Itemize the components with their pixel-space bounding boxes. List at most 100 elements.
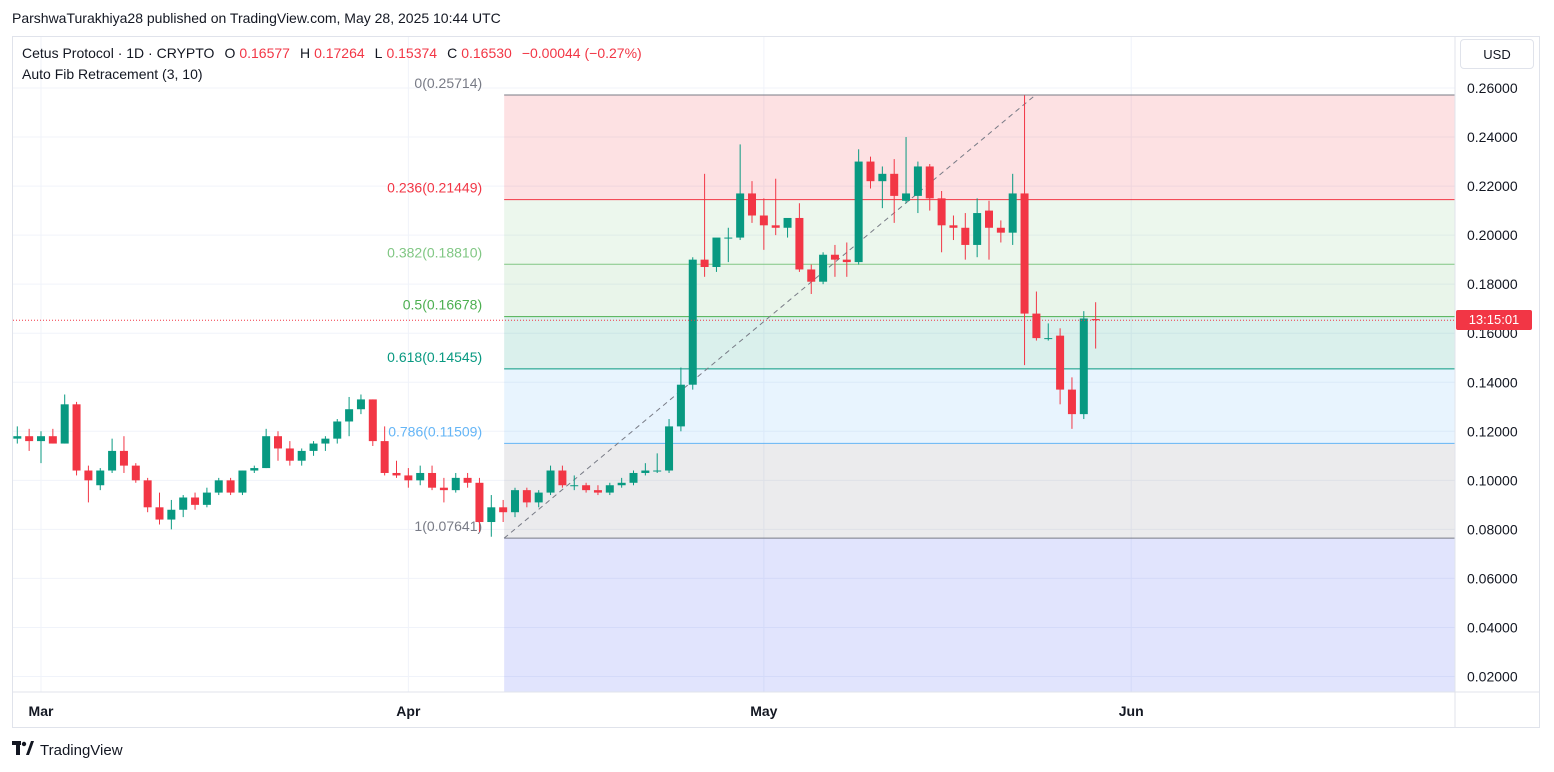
candle-body: [439, 487, 448, 491]
symbol-name[interactable]: Cetus Protocol · 1D · CRYPTO: [22, 45, 215, 61]
candle-body: [404, 475, 413, 481]
candle-body: [345, 409, 354, 422]
currency-button[interactable]: USD: [1460, 39, 1534, 69]
candle-body: [890, 173, 899, 196]
candle-body: [25, 436, 34, 442]
candle-body: [226, 480, 235, 493]
y-tick-label: 0.02000: [1467, 669, 1518, 685]
candle-body: [593, 490, 602, 493]
candle-body: [902, 193, 911, 201]
candle-body: [451, 477, 460, 491]
fib-level-label: 0(0.25714): [414, 75, 482, 91]
candle-body: [937, 198, 946, 226]
candle-body: [368, 399, 377, 442]
candle-body: [143, 480, 152, 508]
candle-body: [558, 470, 567, 486]
y-tick-label: 0.06000: [1467, 570, 1518, 586]
candle-body: [665, 426, 674, 471]
candle-body: [167, 509, 176, 520]
fib-level-label: 0.618(0.14545): [387, 349, 482, 365]
candle-body: [783, 217, 792, 228]
candle-body: [214, 480, 223, 493]
y-tick-label: 0.26000: [1467, 80, 1518, 96]
candle-body: [653, 470, 662, 472]
candle-body: [617, 482, 626, 486]
candle-body: [428, 472, 437, 488]
candle-body: [866, 161, 875, 182]
candle-body: [913, 166, 922, 196]
candle-body: [748, 193, 756, 216]
open-label: O: [224, 45, 236, 61]
fib-level-label: 0.236(0.21449): [387, 180, 482, 196]
fib-zone: [504, 95, 1455, 200]
candle-body: [487, 507, 496, 523]
candle-body: [392, 472, 401, 476]
y-tick-label: 0.18000: [1467, 276, 1518, 292]
y-tick-label: 0.20000: [1467, 227, 1518, 243]
grid-layer: [13, 37, 1455, 692]
candle-body: [1032, 313, 1041, 339]
candle-body: [534, 492, 543, 503]
candle-body: [274, 436, 282, 449]
candle-body: [179, 497, 188, 510]
candle-body: [380, 441, 389, 473]
candle-body: [96, 470, 105, 486]
candle-body: [1020, 193, 1029, 314]
candle-body: [878, 173, 887, 182]
x-tick-label: Jun: [1119, 703, 1144, 719]
candle-body: [629, 472, 638, 483]
y-tick-label: 0.24000: [1467, 129, 1518, 145]
y-tick-label: 0.22000: [1467, 178, 1518, 194]
brand-name: TradingView: [40, 741, 123, 759]
countdown-price-tag: 13:15:01: [1456, 310, 1532, 330]
candle-body: [688, 259, 697, 385]
axes-layer: 0.260000.240000.220000.200000.180000.160…: [13, 37, 1539, 727]
fib-zone: [504, 538, 1455, 692]
candle-body: [84, 470, 93, 481]
fib-zone: [504, 264, 1455, 317]
candle-body: [759, 215, 768, 226]
candle-body: [511, 490, 519, 513]
candle-body: [676, 384, 685, 427]
y-tick-label: 0.14000: [1467, 374, 1518, 390]
close-label: C: [447, 45, 458, 61]
fib-level-label: 0.382(0.18810): [387, 244, 482, 260]
candle-body: [1067, 389, 1076, 415]
candle-body: [108, 450, 117, 471]
candle-body: [333, 421, 342, 439]
candle-body: [985, 210, 993, 228]
candle-body: [155, 507, 164, 520]
candle-body: [605, 485, 614, 493]
candle-body: [949, 225, 958, 228]
candle-body: [961, 227, 970, 245]
fib-zone: [504, 368, 1455, 444]
candle-body: [297, 450, 306, 461]
candle-body: [202, 492, 211, 505]
candle-body: [1044, 338, 1053, 340]
candle-body: [570, 485, 579, 487]
y-tick-label: 0.04000: [1467, 619, 1518, 635]
candle-body: [475, 482, 484, 523]
candle-body: [356, 399, 365, 410]
candle-body: [641, 470, 650, 473]
candles-layer: [13, 95, 1100, 537]
candle-body: [522, 490, 531, 503]
candle-body: [13, 436, 22, 439]
candle-body: [819, 254, 828, 282]
candle-body: [321, 438, 330, 444]
candle-body: [72, 404, 81, 471]
candle-body: [736, 193, 745, 238]
high-value: 0.17264: [314, 45, 365, 61]
candle-body: [48, 436, 57, 444]
candle-body: [807, 269, 816, 282]
candle-body: [724, 237, 733, 239]
candle-body: [996, 227, 1005, 233]
low-label: L: [374, 45, 383, 61]
attribution-text: ParshwaTurakhiya28 published on TradingV…: [12, 10, 501, 26]
candle-body: [925, 166, 934, 199]
indicator-label[interactable]: Auto Fib Retracement (3, 10): [22, 66, 203, 82]
low-value: 0.15374: [386, 45, 438, 61]
candle-body: [1091, 319, 1100, 321]
tradingview-logo[interactable]: TradingView: [12, 741, 123, 759]
